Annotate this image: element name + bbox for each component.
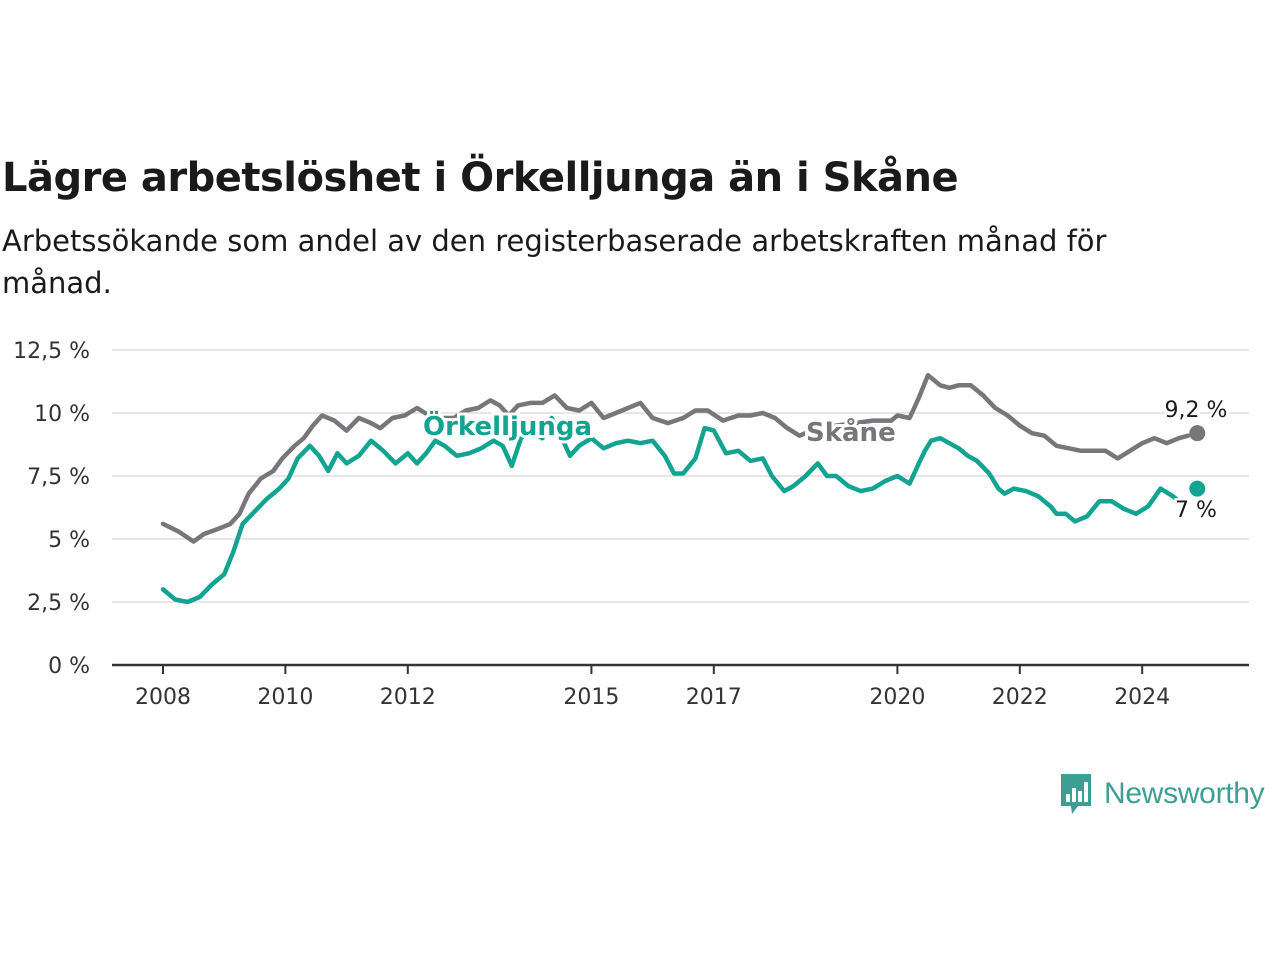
y-axis-ticks: 0 % 2,5 % 5 % 7,5 % 10 % 12,5 % bbox=[13, 339, 90, 679]
x-tick-label: 2020 bbox=[869, 685, 925, 710]
series-line-skane bbox=[160, 372, 1191, 544]
grid-lines bbox=[112, 349, 1249, 667]
x-tick-label: 2015 bbox=[563, 685, 619, 710]
series-labels: Örkelljunga Skåne 9,2 % 7 % bbox=[420, 396, 1230, 526]
series-label-orkelljunga: Örkelljunga bbox=[423, 409, 592, 442]
x-axis-ticks: 2008 2010 2012 2015 2017 2020 2022 2024 bbox=[135, 665, 1170, 710]
series-line-orkelljunga bbox=[160, 415, 1188, 605]
series-lines bbox=[160, 372, 1206, 605]
y-tick-label: 2,5 % bbox=[27, 591, 90, 616]
chart-subtitle: Arbetssökande som andel av den registerb… bbox=[2, 224, 1107, 300]
y-tick-label: 10 % bbox=[34, 402, 90, 427]
y-tick-label: 0 % bbox=[48, 654, 90, 679]
x-tick-label: 2010 bbox=[257, 685, 313, 710]
end-value-label-skane: 9,2 % bbox=[1165, 398, 1228, 423]
newsworthy-logo: Newsworthy bbox=[1058, 772, 1265, 816]
brand-name: Newsworthy bbox=[1104, 777, 1265, 810]
chart-title: Lägre arbetslöshet i Örkelljunga än i Sk… bbox=[2, 155, 959, 201]
y-tick-label: 12,5 % bbox=[13, 339, 90, 364]
end-point-skane bbox=[1189, 425, 1206, 442]
end-value-label-orkelljunga: 7 % bbox=[1175, 498, 1217, 523]
y-tick-label: 7,5 % bbox=[27, 465, 90, 490]
line-chart: 0 %2,5 %5 %7,5 %10 %12,5 % 2008 2010 2012 2… bbox=[13, 339, 1249, 710]
x-tick-label: 2017 bbox=[686, 685, 742, 710]
x-tick-label: 2024 bbox=[1114, 685, 1170, 710]
x-tick-label: 2008 bbox=[135, 685, 191, 710]
end-point-orkelljunga bbox=[1189, 480, 1206, 497]
series-label-skane: Skåne bbox=[806, 416, 896, 448]
x-tick-label: 2022 bbox=[992, 685, 1048, 710]
newsworthy-icon bbox=[1061, 774, 1091, 814]
x-tick-label: 2012 bbox=[380, 685, 436, 710]
y-tick-label: 5 % bbox=[48, 528, 90, 553]
